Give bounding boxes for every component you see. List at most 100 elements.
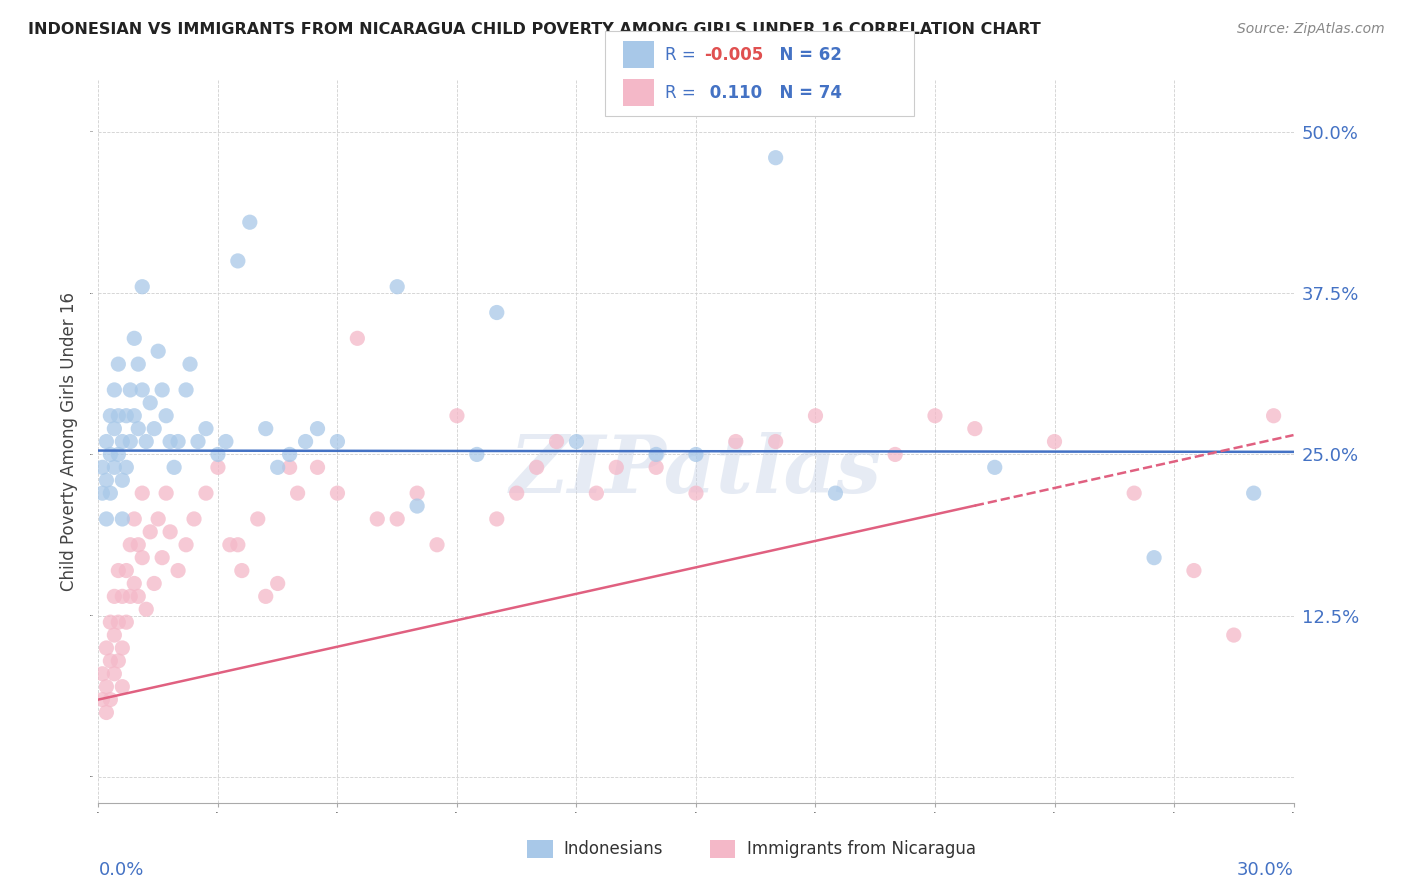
Point [107,564,129,578]
Point [127,357,149,371]
Point [148,512,170,526]
Point [294,434,316,449]
Point [195,422,218,436]
Point [115,409,138,423]
Text: INDONESIAN VS IMMIGRANTS FROM NICARAGUA CHILD POVERTY AMONG GIRLS UNDER 16 CORRE: INDONESIAN VS IMMIGRANTS FROM NICARAGUA … [28,22,1040,37]
Point [506,486,529,500]
Point [139,524,162,539]
Point [111,473,134,487]
Point [127,538,149,552]
Point [131,383,153,397]
Text: -0.005: -0.005 [704,45,763,63]
Point [107,447,129,461]
Point [143,576,166,591]
Point [195,486,218,500]
Point [226,538,249,552]
Point [207,460,229,475]
Point [485,305,508,319]
Point [115,564,138,578]
Point [307,460,329,475]
Point [685,486,707,500]
Point [307,422,329,436]
Point [254,590,277,604]
Point [485,512,508,526]
Point [254,422,277,436]
Point [179,357,201,371]
Point [96,473,118,487]
Point [406,486,429,500]
Point [174,538,197,552]
Point [139,396,162,410]
Point [96,706,118,720]
Text: 30.0%: 30.0% [1237,861,1294,879]
Point [226,254,249,268]
Point [120,590,142,604]
Point [111,434,134,449]
Point [115,615,138,630]
Point [246,512,269,526]
Point [187,434,209,449]
Point [103,590,125,604]
Point [150,383,173,397]
Point [127,422,149,436]
Point [98,409,122,423]
Point [426,538,449,552]
Point [585,486,607,500]
Text: R =: R = [665,45,702,63]
Point [1143,550,1166,565]
Point [148,344,170,359]
Point [96,640,118,655]
Point [91,666,114,681]
Point [131,486,153,500]
Point [131,550,153,565]
Point [124,512,146,526]
Point [215,434,238,449]
Point [107,409,129,423]
Point [963,422,986,436]
Point [385,512,409,526]
Text: N = 74: N = 74 [768,84,842,102]
Point [1243,486,1265,500]
Point [163,460,186,475]
Point [135,602,157,616]
Point [326,486,349,500]
Point [124,576,146,591]
Point [765,434,787,449]
Point [267,576,290,591]
Point [98,654,122,668]
Point [107,654,129,668]
Point [183,512,205,526]
Text: Indonesians: Indonesians [564,840,664,858]
Text: N = 62: N = 62 [768,45,842,63]
Point [346,331,368,345]
Point [159,524,181,539]
Point [96,512,118,526]
Point [115,460,138,475]
Point [120,434,142,449]
Point [150,550,173,565]
Point [135,434,157,449]
Point [155,409,177,423]
Point [131,279,153,293]
Point [231,564,253,578]
Point [120,383,142,397]
Point [167,434,190,449]
Point [143,422,166,436]
Point [924,409,946,423]
Point [174,383,197,397]
Point [127,590,149,604]
Point [103,460,125,475]
Point [96,680,118,694]
Point [111,590,134,604]
Point [98,692,122,706]
Point [724,434,747,449]
Point [278,447,301,461]
Text: 0.110: 0.110 [704,84,762,102]
Point [685,447,707,461]
Point [124,409,146,423]
Point [1263,409,1285,423]
Point [96,434,118,449]
Point [278,460,301,475]
Point [446,409,468,423]
Point [107,357,129,371]
